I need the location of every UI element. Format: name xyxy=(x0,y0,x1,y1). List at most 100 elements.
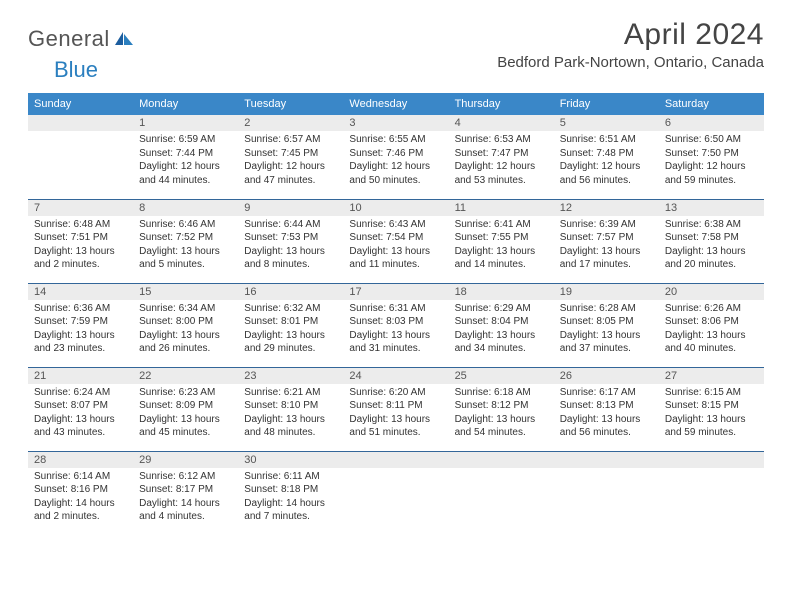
day-header: Thursday xyxy=(449,93,554,115)
day-details: Sunrise: 6:38 AMSunset: 7:58 PMDaylight:… xyxy=(659,216,764,276)
sunrise-line: Sunrise: 6:11 AM xyxy=(244,470,337,484)
sunrise-line: Sunrise: 6:15 AM xyxy=(665,386,758,400)
daylight-line: Daylight: 13 hours and 8 minutes. xyxy=(244,245,337,272)
day-number: 12 xyxy=(554,200,659,216)
calendar-cell xyxy=(28,115,133,199)
daylight-line: Daylight: 13 hours and 2 minutes. xyxy=(34,245,127,272)
sunset-line: Sunset: 8:13 PM xyxy=(560,399,653,413)
sunset-line: Sunset: 8:11 PM xyxy=(349,399,442,413)
daylight-line: Daylight: 12 hours and 50 minutes. xyxy=(349,160,442,187)
day-number: 6 xyxy=(659,115,764,131)
sunrise-line: Sunrise: 6:59 AM xyxy=(139,133,232,147)
calendar-cell: 3Sunrise: 6:55 AMSunset: 7:46 PMDaylight… xyxy=(343,115,448,199)
day-number xyxy=(28,115,133,131)
daylight-line: Daylight: 13 hours and 20 minutes. xyxy=(665,245,758,272)
calendar-cell: 29Sunrise: 6:12 AMSunset: 8:17 PMDayligh… xyxy=(133,451,238,535)
day-details: Sunrise: 6:24 AMSunset: 8:07 PMDaylight:… xyxy=(28,384,133,444)
day-header: Sunday xyxy=(28,93,133,115)
daylight-line: Daylight: 13 hours and 31 minutes. xyxy=(349,329,442,356)
day-details: Sunrise: 6:28 AMSunset: 8:05 PMDaylight:… xyxy=(554,300,659,360)
sunrise-line: Sunrise: 6:12 AM xyxy=(139,470,232,484)
sunset-line: Sunset: 8:03 PM xyxy=(349,315,442,329)
daylight-line: Daylight: 13 hours and 23 minutes. xyxy=(34,329,127,356)
day-details: Sunrise: 6:51 AMSunset: 7:48 PMDaylight:… xyxy=(554,131,659,191)
day-number: 27 xyxy=(659,368,764,384)
brand-part2: Blue xyxy=(54,57,98,82)
sunset-line: Sunset: 8:12 PM xyxy=(455,399,548,413)
daylight-line: Daylight: 13 hours and 40 minutes. xyxy=(665,329,758,356)
day-header: Monday xyxy=(133,93,238,115)
sunset-line: Sunset: 8:16 PM xyxy=(34,483,127,497)
day-number xyxy=(449,452,554,468)
day-details: Sunrise: 6:32 AMSunset: 8:01 PMDaylight:… xyxy=(238,300,343,360)
day-details: Sunrise: 6:50 AMSunset: 7:50 PMDaylight:… xyxy=(659,131,764,191)
calendar-cell: 23Sunrise: 6:21 AMSunset: 8:10 PMDayligh… xyxy=(238,367,343,451)
calendar-cell: 9Sunrise: 6:44 AMSunset: 7:53 PMDaylight… xyxy=(238,199,343,283)
calendar-table: Sunday Monday Tuesday Wednesday Thursday… xyxy=(28,93,764,535)
title-block: April 2024 Bedford Park-Nortown, Ontario… xyxy=(497,18,764,77)
day-details: Sunrise: 6:18 AMSunset: 8:12 PMDaylight:… xyxy=(449,384,554,444)
sunrise-line: Sunrise: 6:14 AM xyxy=(34,470,127,484)
sunrise-line: Sunrise: 6:34 AM xyxy=(139,302,232,316)
sunrise-line: Sunrise: 6:51 AM xyxy=(560,133,653,147)
sunrise-line: Sunrise: 6:39 AM xyxy=(560,218,653,232)
sunset-line: Sunset: 7:58 PM xyxy=(665,231,758,245)
day-number xyxy=(343,452,448,468)
day-header-row: Sunday Monday Tuesday Wednesday Thursday… xyxy=(28,93,764,115)
sunset-line: Sunset: 7:44 PM xyxy=(139,147,232,161)
calendar-cell: 25Sunrise: 6:18 AMSunset: 8:12 PMDayligh… xyxy=(449,367,554,451)
day-number: 16 xyxy=(238,284,343,300)
day-number: 1 xyxy=(133,115,238,131)
sunset-line: Sunset: 8:01 PM xyxy=(244,315,337,329)
daylight-line: Daylight: 13 hours and 43 minutes. xyxy=(34,413,127,440)
day-number xyxy=(659,452,764,468)
calendar-cell: 12Sunrise: 6:39 AMSunset: 7:57 PMDayligh… xyxy=(554,199,659,283)
sunset-line: Sunset: 8:09 PM xyxy=(139,399,232,413)
day-number: 8 xyxy=(133,200,238,216)
calendar-cell: 21Sunrise: 6:24 AMSunset: 8:07 PMDayligh… xyxy=(28,367,133,451)
daylight-line: Daylight: 14 hours and 2 minutes. xyxy=(34,497,127,524)
daylight-line: Daylight: 13 hours and 11 minutes. xyxy=(349,245,442,272)
calendar-cell: 28Sunrise: 6:14 AMSunset: 8:16 PMDayligh… xyxy=(28,451,133,535)
day-details: Sunrise: 6:57 AMSunset: 7:45 PMDaylight:… xyxy=(238,131,343,191)
sunset-line: Sunset: 7:54 PM xyxy=(349,231,442,245)
day-details: Sunrise: 6:48 AMSunset: 7:51 PMDaylight:… xyxy=(28,216,133,276)
calendar-cell: 2Sunrise: 6:57 AMSunset: 7:45 PMDaylight… xyxy=(238,115,343,199)
day-header: Friday xyxy=(554,93,659,115)
sunrise-line: Sunrise: 6:44 AM xyxy=(244,218,337,232)
calendar-cell: 16Sunrise: 6:32 AMSunset: 8:01 PMDayligh… xyxy=(238,283,343,367)
daylight-line: Daylight: 13 hours and 51 minutes. xyxy=(349,413,442,440)
calendar-cell: 20Sunrise: 6:26 AMSunset: 8:06 PMDayligh… xyxy=(659,283,764,367)
day-number: 24 xyxy=(343,368,448,384)
sunset-line: Sunset: 8:10 PM xyxy=(244,399,337,413)
day-number: 3 xyxy=(343,115,448,131)
day-details: Sunrise: 6:23 AMSunset: 8:09 PMDaylight:… xyxy=(133,384,238,444)
calendar-cell: 27Sunrise: 6:15 AMSunset: 8:15 PMDayligh… xyxy=(659,367,764,451)
day-number: 19 xyxy=(554,284,659,300)
sunset-line: Sunset: 7:51 PM xyxy=(34,231,127,245)
daylight-line: Daylight: 12 hours and 47 minutes. xyxy=(244,160,337,187)
daylight-line: Daylight: 13 hours and 56 minutes. xyxy=(560,413,653,440)
daylight-line: Daylight: 13 hours and 5 minutes. xyxy=(139,245,232,272)
sunset-line: Sunset: 7:47 PM xyxy=(455,147,548,161)
calendar-week-row: 7Sunrise: 6:48 AMSunset: 7:51 PMDaylight… xyxy=(28,199,764,283)
sunrise-line: Sunrise: 6:48 AM xyxy=(34,218,127,232)
calendar-cell: 4Sunrise: 6:53 AMSunset: 7:47 PMDaylight… xyxy=(449,115,554,199)
daylight-line: Daylight: 14 hours and 4 minutes. xyxy=(139,497,232,524)
day-details: Sunrise: 6:36 AMSunset: 7:59 PMDaylight:… xyxy=(28,300,133,360)
sunset-line: Sunset: 7:45 PM xyxy=(244,147,337,161)
day-number: 20 xyxy=(659,284,764,300)
day-header: Tuesday xyxy=(238,93,343,115)
calendar-cell: 15Sunrise: 6:34 AMSunset: 8:00 PMDayligh… xyxy=(133,283,238,367)
sunset-line: Sunset: 8:06 PM xyxy=(665,315,758,329)
calendar-week-row: 28Sunrise: 6:14 AMSunset: 8:16 PMDayligh… xyxy=(28,451,764,535)
sunset-line: Sunset: 8:05 PM xyxy=(560,315,653,329)
daylight-line: Daylight: 12 hours and 59 minutes. xyxy=(665,160,758,187)
day-details: Sunrise: 6:17 AMSunset: 8:13 PMDaylight:… xyxy=(554,384,659,444)
sunset-line: Sunset: 7:57 PM xyxy=(560,231,653,245)
daylight-line: Daylight: 13 hours and 29 minutes. xyxy=(244,329,337,356)
day-details: Sunrise: 6:31 AMSunset: 8:03 PMDaylight:… xyxy=(343,300,448,360)
day-details: Sunrise: 6:26 AMSunset: 8:06 PMDaylight:… xyxy=(659,300,764,360)
calendar-cell xyxy=(659,451,764,535)
day-number: 21 xyxy=(28,368,133,384)
